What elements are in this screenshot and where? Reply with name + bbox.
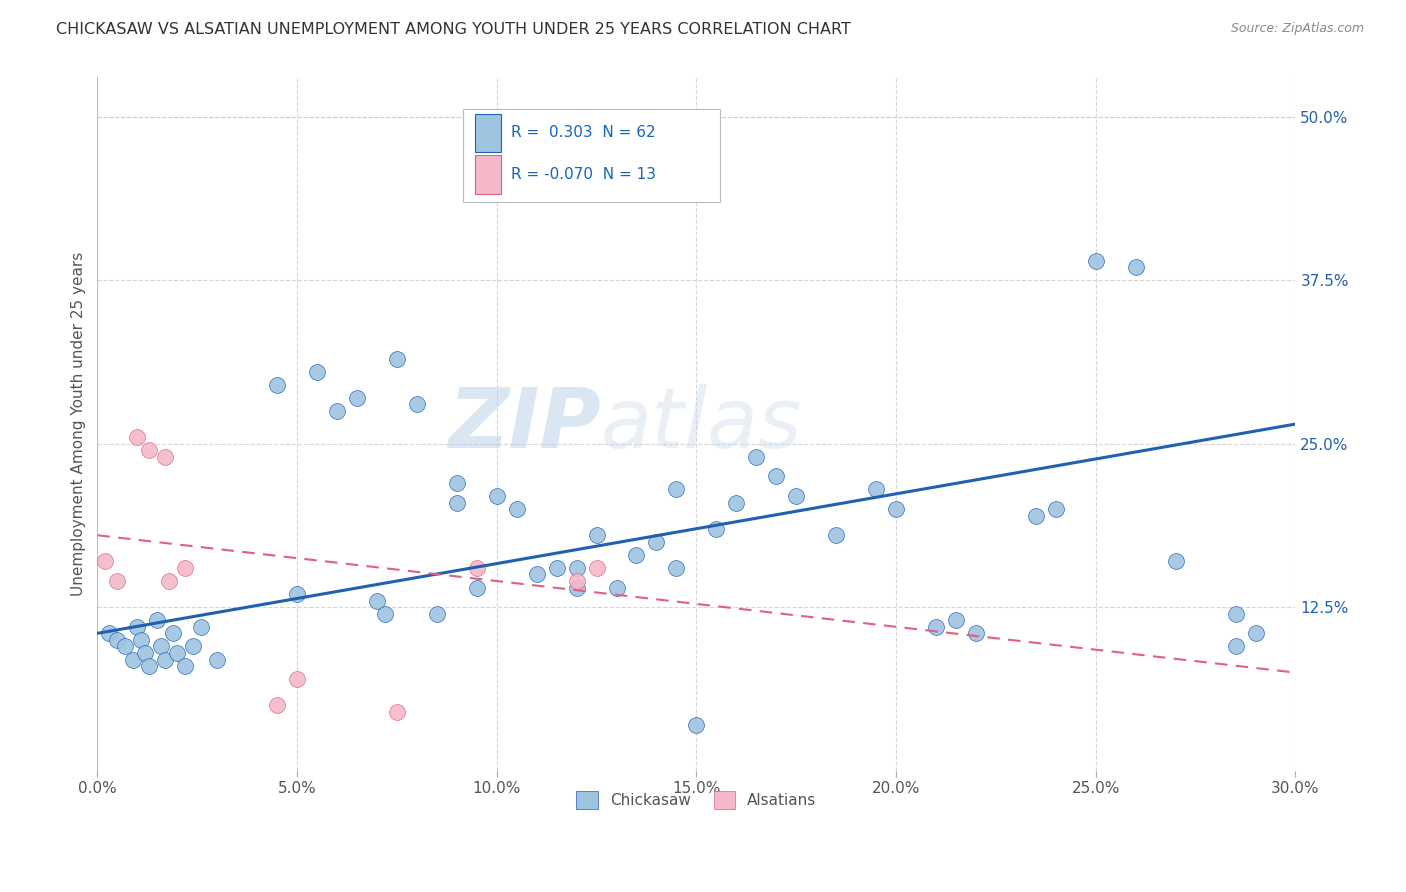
Point <box>706 522 728 536</box>
Point <box>105 632 128 647</box>
Point <box>285 672 308 686</box>
FancyBboxPatch shape <box>475 155 501 194</box>
Point <box>266 377 288 392</box>
Text: atlas: atlas <box>600 384 803 465</box>
Text: ZIP: ZIP <box>449 384 600 465</box>
Point <box>346 391 368 405</box>
Point <box>1225 640 1247 654</box>
Point <box>305 365 328 379</box>
Point <box>884 502 907 516</box>
Point <box>1045 502 1067 516</box>
Point <box>526 567 548 582</box>
Point <box>485 489 508 503</box>
Point <box>505 502 527 516</box>
Point <box>105 574 128 588</box>
Point <box>174 561 197 575</box>
Point <box>1025 508 1047 523</box>
Point <box>162 626 184 640</box>
Point <box>181 640 204 654</box>
Point <box>134 646 156 660</box>
Text: R =  0.303  N = 62: R = 0.303 N = 62 <box>510 126 655 140</box>
Point <box>385 705 408 719</box>
Point <box>665 561 688 575</box>
Point <box>965 626 987 640</box>
Point <box>825 528 848 542</box>
Point <box>138 659 160 673</box>
Point <box>565 561 588 575</box>
Point <box>645 534 668 549</box>
Point <box>446 475 468 490</box>
Point <box>138 443 160 458</box>
Point <box>765 469 787 483</box>
Point <box>585 561 607 575</box>
Point <box>1244 626 1267 640</box>
Point <box>925 620 948 634</box>
Point <box>1164 554 1187 568</box>
Text: CHICKASAW VS ALSATIAN UNEMPLOYMENT AMONG YOUTH UNDER 25 YEARS CORRELATION CHART: CHICKASAW VS ALSATIAN UNEMPLOYMENT AMONG… <box>56 22 851 37</box>
Point <box>1125 260 1147 274</box>
Point <box>546 561 568 575</box>
Point <box>626 548 648 562</box>
Point <box>606 581 628 595</box>
Point <box>385 351 408 366</box>
Point <box>745 450 768 464</box>
Point <box>98 626 121 640</box>
Point <box>155 450 177 464</box>
Point <box>465 561 488 575</box>
Point <box>465 581 488 595</box>
Point <box>405 397 427 411</box>
Point <box>426 607 449 621</box>
Point <box>585 528 607 542</box>
Point <box>285 587 308 601</box>
Point <box>127 620 149 634</box>
Point <box>685 718 707 732</box>
Point <box>865 483 887 497</box>
Point <box>366 593 388 607</box>
Point <box>446 495 468 509</box>
Point <box>174 659 197 673</box>
Point <box>190 620 212 634</box>
Point <box>166 646 188 660</box>
Point <box>725 495 748 509</box>
Point <box>785 489 807 503</box>
Point <box>945 613 967 627</box>
FancyBboxPatch shape <box>463 109 720 202</box>
Point <box>114 640 136 654</box>
Y-axis label: Unemployment Among Youth under 25 years: Unemployment Among Youth under 25 years <box>72 252 86 596</box>
Point <box>94 554 117 568</box>
Text: R = -0.070  N = 13: R = -0.070 N = 13 <box>510 167 655 182</box>
Point <box>266 698 288 713</box>
Point <box>127 430 149 444</box>
Point <box>565 581 588 595</box>
Point <box>157 574 180 588</box>
FancyBboxPatch shape <box>475 114 501 152</box>
Point <box>565 574 588 588</box>
Text: Source: ZipAtlas.com: Source: ZipAtlas.com <box>1230 22 1364 36</box>
Point <box>374 607 396 621</box>
Point <box>122 652 145 666</box>
Point <box>205 652 228 666</box>
Legend: Chickasaw, Alsatians: Chickasaw, Alsatians <box>571 785 823 815</box>
Point <box>155 652 177 666</box>
Point <box>150 640 173 654</box>
Point <box>1084 253 1107 268</box>
Point <box>1225 607 1247 621</box>
Point <box>129 632 152 647</box>
Point <box>665 483 688 497</box>
Point <box>326 404 349 418</box>
Point <box>146 613 169 627</box>
